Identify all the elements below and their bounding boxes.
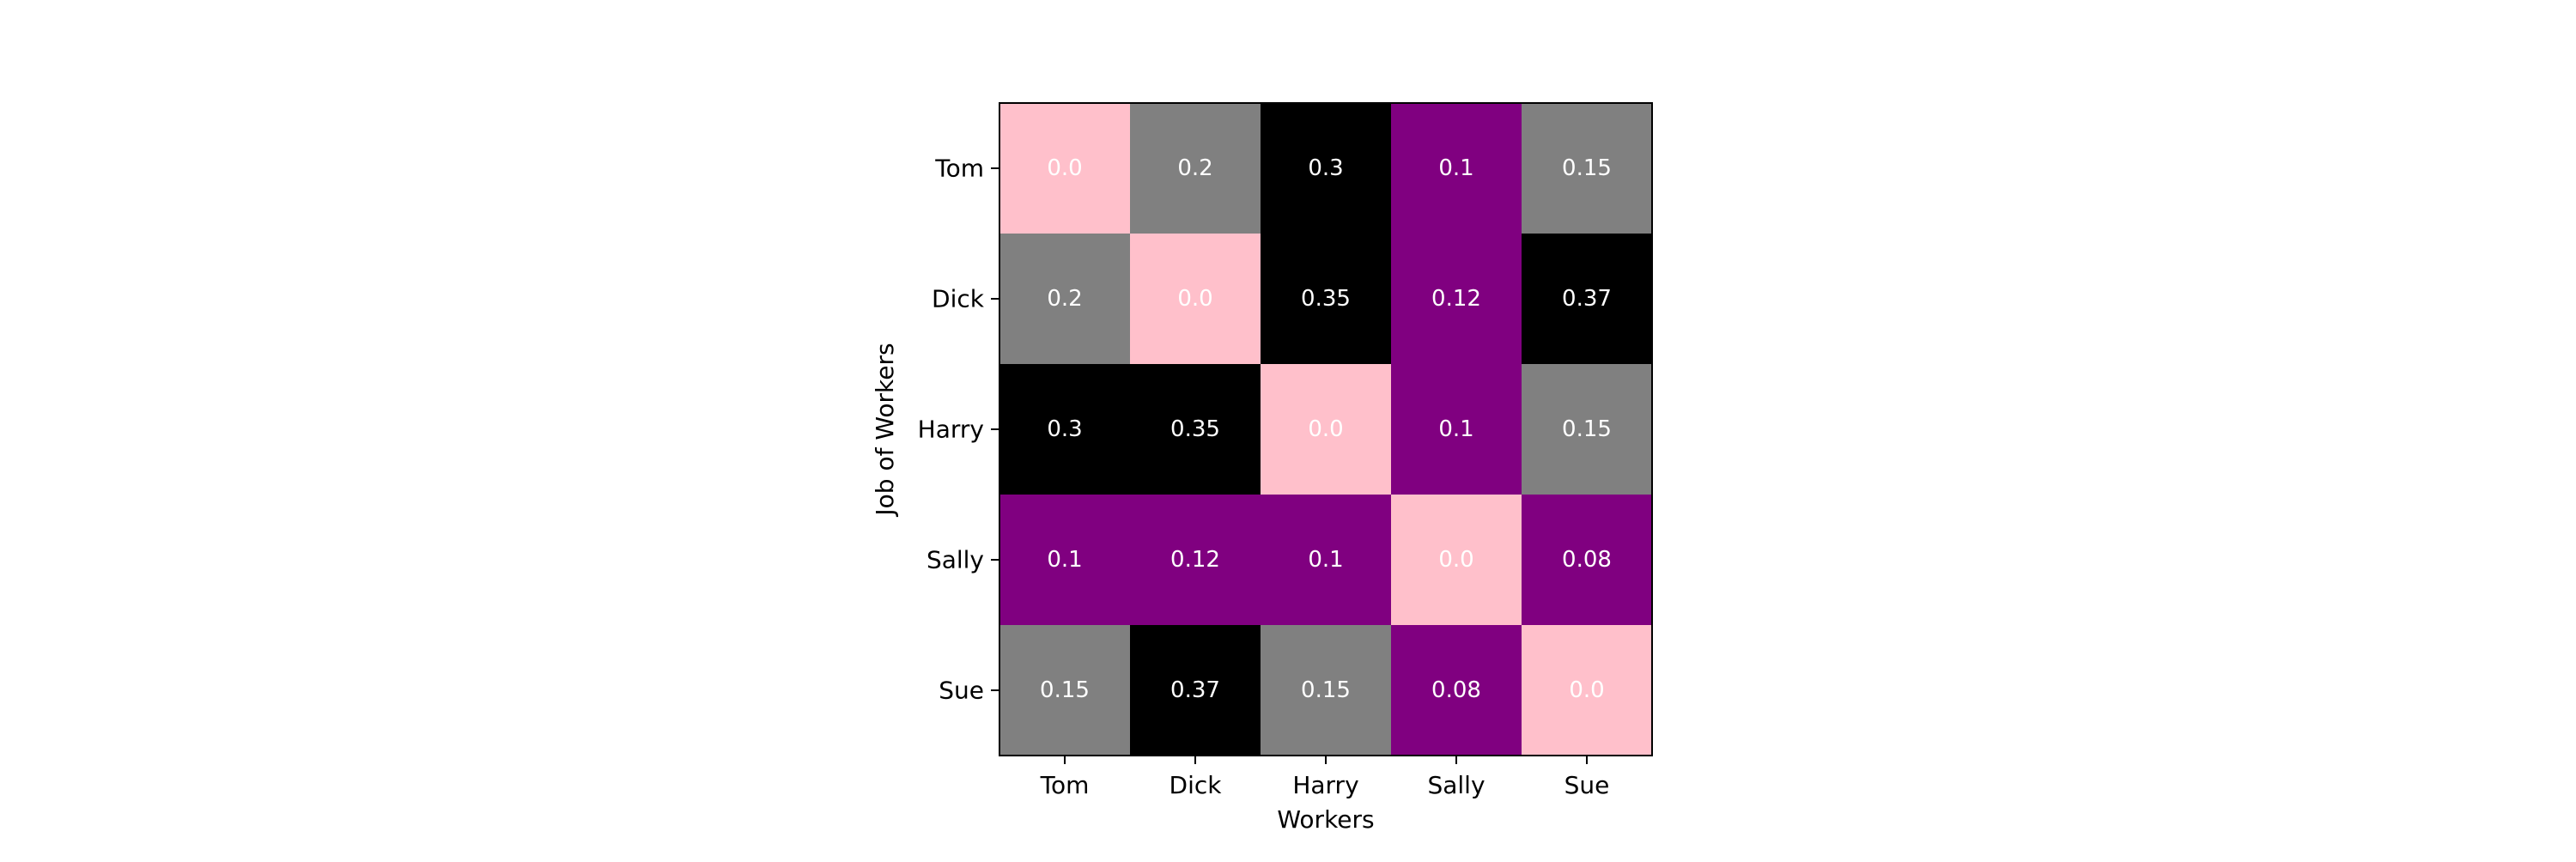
heatmap-cell-tom-dick: [1130, 103, 1261, 234]
cell-value-label: 0.12: [1170, 547, 1220, 573]
heatmap-cell-harry-tom: [999, 364, 1130, 495]
x-tick-label: Sue: [1564, 771, 1610, 799]
heatmap-cell-dick-dick: [1130, 234, 1261, 364]
heatmap-cell-sue-tom: [999, 625, 1130, 756]
heatmap-cell-harry-harry: [1261, 364, 1391, 495]
cell-value-label: 0.1: [1308, 547, 1343, 573]
heatmap-cell-sue-sue: [1522, 625, 1652, 756]
heatmap-cell-tom-tom: [999, 103, 1130, 234]
cell-value-label: 0.0: [1047, 155, 1082, 181]
cell-value-label: 0.3: [1047, 416, 1082, 442]
cell-value-label: 0.37: [1170, 677, 1220, 703]
heatmap-cell-harry-sue: [1522, 364, 1652, 495]
heatmap-cell-dick-tom: [999, 234, 1130, 364]
heatmap-cell-sue-dick: [1130, 625, 1261, 756]
cell-value-label: 0.2: [1047, 286, 1082, 312]
cell-value-label: 0.1: [1047, 547, 1082, 573]
x-tick-label: Sally: [1427, 771, 1485, 799]
heatmap-cell-harry-dick: [1130, 364, 1261, 495]
cell-value-label: 0.3: [1308, 155, 1343, 181]
y-tick-label: Sue: [939, 677, 984, 705]
cell-value-label: 0.0: [1308, 416, 1343, 442]
y-tick-label: Dick: [932, 285, 985, 313]
heatmap-cell-sue-sally: [1391, 625, 1522, 756]
cell-value-label: 0.15: [1562, 155, 1612, 181]
y-tick-label: Harry: [918, 416, 984, 444]
y-tick-label: Tom: [934, 155, 984, 183]
heatmap-cell-dick-sue: [1522, 234, 1652, 364]
cell-value-label: 0.15: [1562, 416, 1612, 442]
cells-layer: 0.0 0.2 0.3 0.1 0.15 0.2 0.0 0.35 0.12 0.37 0.3 0.3…: [999, 103, 1652, 756]
x-tick-label: Dick: [1170, 771, 1223, 799]
cell-value-label: 0.12: [1431, 286, 1481, 312]
heatmap-cell-tom-sue: [1522, 103, 1652, 234]
heatmap-cell-dick-sally: [1391, 234, 1522, 364]
heatmap-cell-sally-tom: [999, 495, 1130, 625]
cell-value-label: 0.1: [1438, 155, 1473, 181]
heatmap-cell-dick-harry: [1261, 234, 1391, 364]
y-axis-label: Job of Workers: [871, 343, 899, 517]
cell-value-label: 0.15: [1040, 677, 1090, 703]
heatmap-cell-tom-harry: [1261, 103, 1391, 234]
cell-value-label: 0.08: [1562, 547, 1612, 573]
heatmap-cell-tom-sally: [1391, 103, 1522, 234]
heatmap-cell-sally-dick: [1130, 495, 1261, 625]
cell-value-label: 0.0: [1177, 286, 1212, 312]
cell-value-label: 0.08: [1431, 677, 1481, 703]
heatmap-cell-sally-sally: [1391, 495, 1522, 625]
heatmap-cell-harry-sally: [1391, 364, 1522, 495]
y-tick-label: Sally: [927, 546, 984, 574]
x-tick-label: Tom: [1040, 771, 1090, 799]
cell-value-label: 0.1: [1438, 416, 1473, 442]
x-tick-label: Harry: [1292, 771, 1358, 799]
cell-value-label: 0.35: [1301, 286, 1351, 312]
heatmap-cell-sally-sue: [1522, 495, 1652, 625]
cell-value-label: 0.35: [1170, 416, 1220, 442]
ticks-layer: Tom Dick Harry Sally Sue Tom Dick Harry Sally Sue: [918, 155, 1610, 800]
cell-value-label: 0.0: [1569, 677, 1604, 703]
heatmap-cell-sue-harry: [1261, 625, 1391, 756]
cell-value-label: 0.2: [1177, 155, 1212, 181]
cell-value-label: 0.37: [1562, 286, 1612, 312]
cell-value-label: 0.15: [1301, 677, 1351, 703]
heatmap-cell-sally-harry: [1261, 495, 1391, 625]
cell-value-label: 0.0: [1438, 547, 1473, 573]
x-axis-label: Workers: [1277, 805, 1374, 834]
